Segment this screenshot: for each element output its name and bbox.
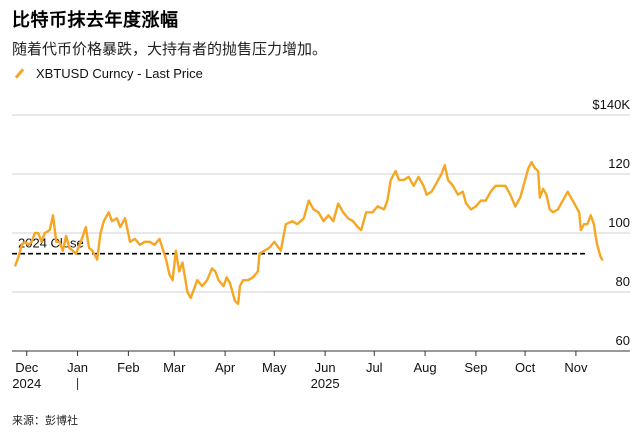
gridlines <box>12 114 630 352</box>
x-year-label: 2024 <box>12 376 41 391</box>
x-tick-label: Mar <box>163 360 186 375</box>
y-tick-label: $140K <box>592 97 630 112</box>
x-tick-label: Dec <box>15 360 39 375</box>
x-tick-label: May <box>262 360 287 375</box>
x-tick-label: Jul <box>366 360 383 375</box>
series-line <box>14 161 604 305</box>
chart-title: 比特币抹去年度涨幅 <box>12 10 179 31</box>
y-tick-label: 60 <box>616 333 630 348</box>
x-tick-label: Jan <box>67 360 88 375</box>
y-tick-label: 120 <box>608 156 630 171</box>
y-tick-label: 100 <box>608 215 630 230</box>
x-tick-label: Jun <box>315 360 336 375</box>
source-note: 来源：彭博社 <box>12 414 78 427</box>
x-axis: Dec Jan Feb Mar Apr May Jun Jul Aug Sep Oct Nov 2024… <box>12 350 630 391</box>
legend-label: XBTUSD Curncy - Last Price <box>36 66 203 81</box>
x-tick-label: Feb <box>117 360 139 375</box>
chart-subtitle: 随着代币价格暴跌，大持有者的抛售压力增加。 <box>12 40 328 58</box>
y-tick-label: 80 <box>616 274 630 289</box>
x-tick-label: Oct <box>515 360 536 375</box>
y-axis-labels: $140K 120 100 80 60 <box>592 97 630 348</box>
legend: XBTUSD Curncy - Last Price <box>12 66 203 81</box>
x-tick-label: Apr <box>215 360 236 375</box>
x-tick-label: Aug <box>414 360 437 375</box>
series-layer <box>14 161 604 305</box>
x-year-label: 2025 <box>311 376 340 391</box>
x-tick-label: Sep <box>464 360 487 375</box>
x-tick-label: Nov <box>564 360 588 375</box>
